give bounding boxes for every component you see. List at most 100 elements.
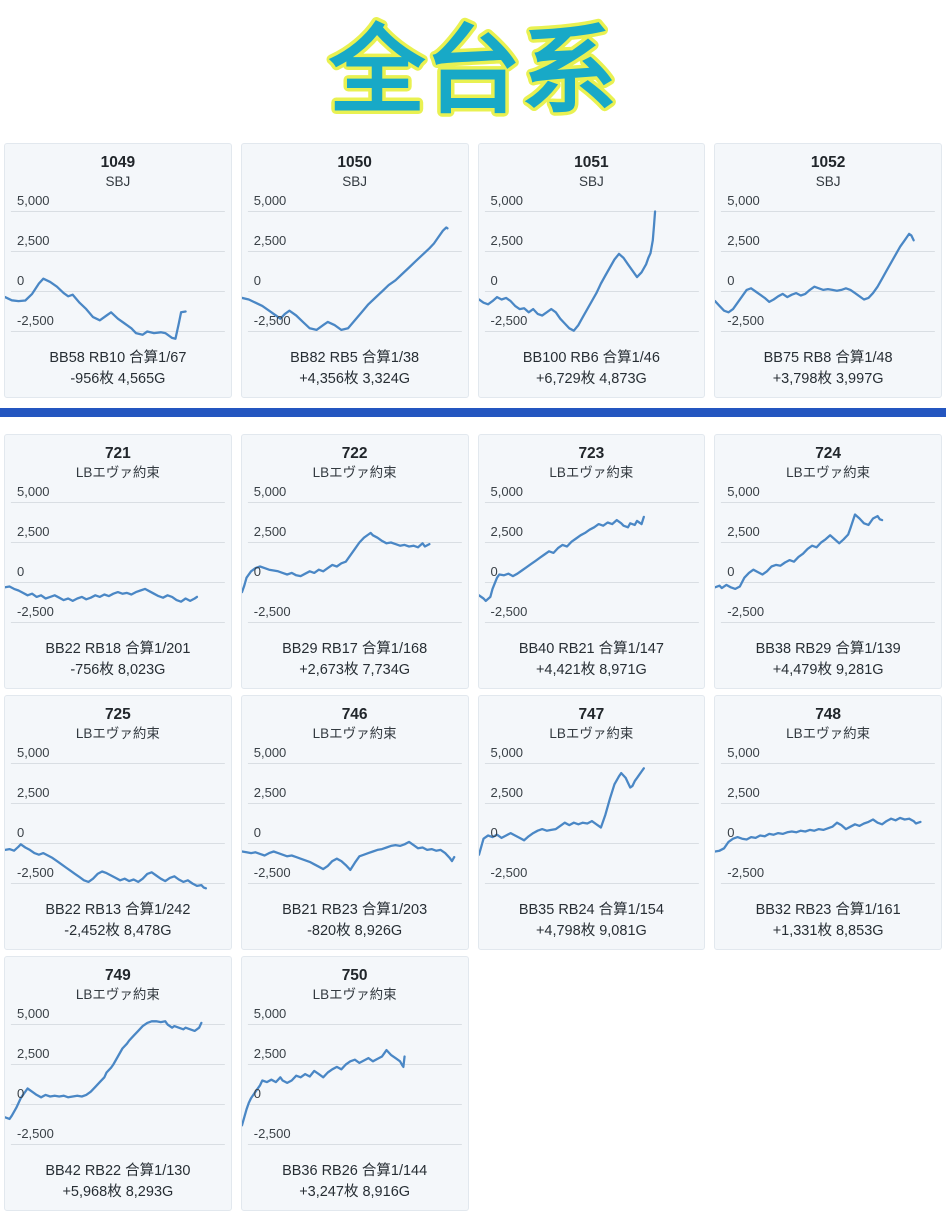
y-tick-label: 2,500 — [490, 524, 524, 540]
profit-chart-svg — [5, 501, 225, 623]
profit-line — [478, 515, 645, 602]
profit-chart-svg — [715, 210, 936, 332]
y-tick-label: 0 — [490, 825, 498, 841]
y-tick-label: 2,500 — [727, 785, 760, 801]
payout-and-games: +1,331枚 8,853G — [772, 922, 884, 939]
y-tick-label: 2,500 — [17, 785, 50, 801]
machine-card[interactable]: 723 LBエヴァ約束 5,000 2,500 0 -2,500 BB40 RB21 合算1… — [477, 433, 706, 689]
machine-model: LBエヴァ約束 — [75, 465, 160, 481]
machine-number: 721 — [104, 444, 131, 462]
machine-card[interactable]: 724 LBエヴァ約束 5,000 2,500 0 -2,500 BB38 RB29 合算1… — [714, 433, 942, 689]
profit-chart-svg — [241, 762, 462, 884]
machine-model: LBエヴァ約束 — [312, 726, 397, 742]
y-tick-label: -2,500 — [17, 604, 54, 620]
bonus-summary: BB22 RB18 合算1/201 — [45, 640, 191, 657]
y-tick-label: 2,500 — [17, 1046, 50, 1062]
machine-card[interactable]: 1051 SBJ 5,000 2,500 0 -2,500 BB100 RB6 合算1/46… — [477, 143, 706, 398]
machine-model: LBエヴァ約束 — [786, 726, 871, 742]
bonus-summary: BB22 RB13 合算1/242 — [45, 901, 191, 918]
payout-and-games: +3,247枚 8,916G — [299, 1183, 411, 1200]
y-tick-label: -2,500 — [17, 313, 54, 329]
machine-model: SBJ — [342, 174, 367, 190]
bonus-summary: BB29 RB17 合算1/168 — [282, 640, 428, 657]
profit-chart-svg — [478, 762, 699, 884]
bonus-summary: BB58 RB10 合算1/67 — [49, 349, 187, 366]
machine-card[interactable]: 750 LBエヴァ約束 5,000 2,500 0 -2,500 BB36 RB26 合算1… — [240, 955, 469, 1211]
y-tick-label: 5,000 — [17, 745, 50, 761]
machine-number: 746 — [341, 705, 368, 723]
y-tick-label: 2,500 — [17, 524, 50, 540]
machine-model: SBJ — [815, 174, 841, 190]
machine-number: 747 — [578, 705, 605, 723]
y-tick-label: 5,000 — [253, 193, 287, 209]
profit-chart-svg — [5, 762, 225, 890]
bonus-summary: BB36 RB26 合算1/144 — [282, 1162, 428, 1179]
bonus-summary: BB75 RB8 合算1/48 — [763, 349, 893, 366]
y-tick-label: -2,500 — [727, 604, 765, 620]
y-tick-label: -2,500 — [490, 313, 528, 329]
bonus-summary: BB100 RB6 合算1/46 — [522, 349, 660, 366]
y-tick-label: 5,000 — [17, 1006, 50, 1022]
y-tick-label: 2,500 — [253, 785, 287, 801]
profit-chart: 5,000 2,500 0 -2,500 — [241, 484, 468, 636]
profit-chart: 5,000 2,500 0 -2,500 — [5, 193, 231, 345]
section-divider — [0, 407, 946, 417]
machine-card[interactable]: 748 LBエヴァ約束 5,000 2,500 0 -2,500 BB32 RB23 合算1… — [714, 694, 942, 950]
y-tick-label: 0 — [17, 273, 25, 289]
machine-number: 1049 — [100, 154, 136, 171]
machine-model: LBエヴァ約束 — [786, 465, 871, 481]
profit-chart-svg — [715, 501, 936, 623]
machine-card[interactable]: 721 LBエヴァ約束 5,000 2,500 0 -2,500 BB22 RB18 合算1… — [4, 433, 232, 689]
profit-chart: 5,000 2,500 0 -2,500 — [241, 193, 468, 345]
y-tick-label: -2,500 — [727, 865, 765, 881]
machine-card[interactable]: 1052 SBJ 5,000 2,500 0 -2,500 BB75 RB8 合算1/48 +… — [714, 143, 942, 398]
bonus-summary: BB38 RB29 合算1/139 — [755, 640, 901, 657]
y-tick-label: 0 — [490, 564, 498, 580]
machine-card[interactable]: 725 LBエヴァ約束 5,000 2,500 0 -2,500 BB22 RB13 合算1… — [4, 694, 232, 950]
payout-and-games: -956枚 4,565G — [70, 370, 166, 387]
machine-card[interactable]: 747 LBエヴァ約束 5,000 2,500 0 -2,500 BB35 RB24 合算1… — [477, 694, 706, 950]
machine-number: 725 — [104, 705, 131, 723]
page-title-graphic: 全台系 — [325, 15, 621, 127]
machine-card[interactable]: 1050 SBJ 5,000 2,500 0 -2,500 BB82 RB5 合算1/38 +… — [240, 143, 469, 398]
y-tick-label: 0 — [17, 564, 25, 580]
profit-chart: 5,000 2,500 0 -2,500 — [478, 193, 705, 345]
machine-card[interactable]: 746 LBエヴァ約束 5,000 2,500 0 -2,500 BB21 RB23 合算1… — [240, 694, 469, 950]
y-tick-label: -2,500 — [253, 313, 291, 329]
profit-chart: 5,000 2,500 0 -2,500 — [478, 745, 705, 897]
y-tick-label: -2,500 — [727, 313, 765, 329]
y-tick-label: 5,000 — [727, 193, 760, 209]
profit-chart: 5,000 2,500 0 -2,500 — [5, 1006, 231, 1158]
y-tick-label: -2,500 — [490, 604, 528, 620]
profit-chart-svg — [715, 762, 936, 884]
y-tick-label: 2,500 — [490, 785, 524, 801]
machine-card[interactable]: 749 LBエヴァ約束 5,000 2,500 0 -2,500 BB42 RB22 合算1… — [4, 955, 232, 1211]
machine-grid-main: 721 LBエヴァ約束 5,000 2,500 0 -2,500 BB22 RB18 合算1… — [0, 433, 946, 1211]
profit-line — [715, 816, 922, 853]
profit-line — [5, 585, 199, 603]
y-tick-label: 2,500 — [727, 233, 760, 249]
machine-model: LBエヴァ約束 — [549, 465, 634, 481]
profit-chart-svg — [5, 1019, 225, 1145]
y-tick-label: 0 — [253, 273, 261, 289]
profit-line — [715, 513, 884, 590]
page-title: 全台系 — [0, 0, 946, 143]
profit-chart-svg — [241, 210, 462, 332]
y-tick-label: 5,000 — [253, 484, 287, 500]
y-tick-label: -2,500 — [253, 1126, 291, 1142]
y-tick-label: 2,500 — [17, 233, 50, 249]
machine-card[interactable]: 1049 SBJ 5,000 2,500 0 -2,500 BB58 RB10 合算1/67… — [4, 143, 232, 398]
profit-line — [5, 1019, 203, 1120]
machine-model: LBエヴァ約束 — [75, 987, 160, 1003]
payout-and-games: +4,479枚 9,281G — [772, 661, 884, 678]
machine-card[interactable]: 722 LBエヴァ約束 5,000 2,500 0 -2,500 BB29 RB17 合算1… — [240, 433, 469, 689]
y-tick-label: 5,000 — [490, 193, 524, 209]
machine-model: LBエヴァ約束 — [312, 465, 397, 481]
profit-line — [241, 1048, 406, 1127]
y-tick-label: 2,500 — [490, 233, 524, 249]
payout-and-games: +5,968枚 8,293G — [62, 1183, 174, 1200]
profit-chart-svg — [478, 501, 699, 623]
y-tick-label: 0 — [253, 564, 261, 580]
page-title-text: 全台系 — [328, 18, 617, 125]
